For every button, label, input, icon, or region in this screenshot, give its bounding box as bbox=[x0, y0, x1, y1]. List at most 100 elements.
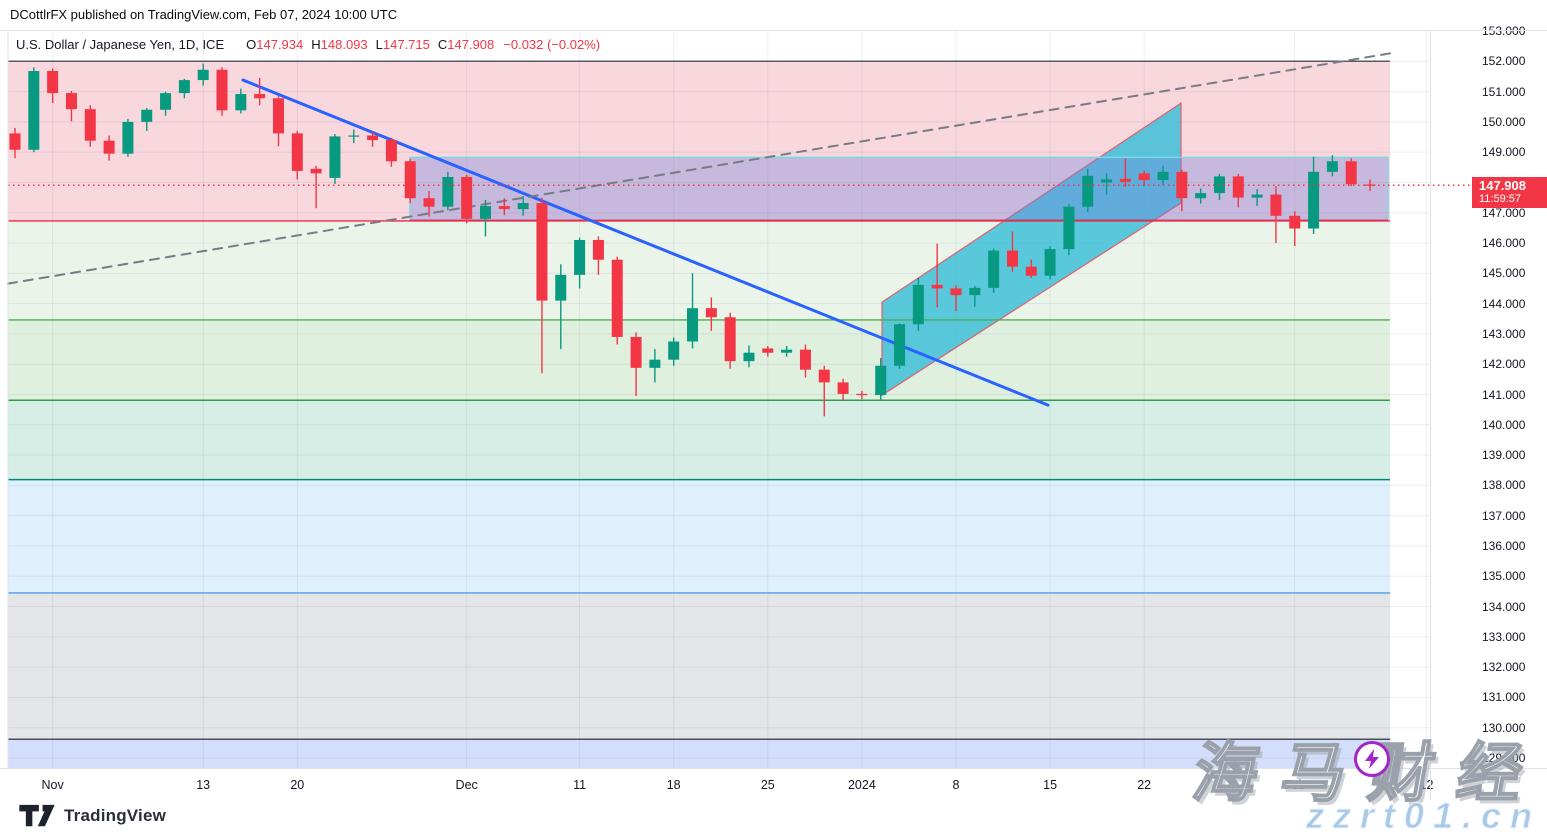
candle-body bbox=[1195, 193, 1207, 199]
candle-body bbox=[480, 206, 491, 219]
candle-body bbox=[574, 240, 586, 275]
candle-body bbox=[1270, 194, 1282, 216]
candle-body bbox=[1176, 171, 1188, 199]
high-value: 148.093 bbox=[320, 37, 368, 52]
price-tick-label: 132.000 bbox=[1482, 660, 1526, 675]
open-label: O bbox=[246, 37, 257, 52]
candle-body bbox=[517, 203, 529, 210]
candle-body bbox=[254, 94, 266, 99]
candle-body bbox=[103, 140, 115, 154]
price-axis[interactable]: 153.000 152.000 151.000 150.000 149.000 147.0… bbox=[1430, 24, 1547, 768]
price-zone bbox=[8, 479, 1390, 593]
time-tick-label: 8 bbox=[952, 778, 960, 792]
chart-legend[interactable]: U.S. Dollar / Japanese Yen, 1D, ICE O147.… bbox=[16, 37, 600, 52]
candle-body bbox=[743, 352, 755, 362]
candle-body bbox=[1157, 171, 1169, 181]
price-tick-label: 142.000 bbox=[1482, 357, 1526, 372]
candle-body bbox=[555, 274, 567, 301]
price-tick-label: 129.000 bbox=[1482, 751, 1526, 765]
low-label: L bbox=[375, 37, 383, 52]
candle-body bbox=[9, 133, 21, 150]
time-tick-label: 12 bbox=[1419, 778, 1434, 792]
candle-body bbox=[781, 349, 793, 353]
lightning-circle-icon bbox=[1354, 741, 1390, 777]
time-tick-label: 13 bbox=[196, 778, 211, 792]
candle-body bbox=[47, 70, 59, 94]
candle-body bbox=[141, 109, 153, 122]
time-tick-label: 15 bbox=[1043, 778, 1058, 792]
current-price-badge: 147.908 11:59:57 bbox=[1472, 176, 1547, 208]
low-value: 147.715 bbox=[382, 37, 430, 52]
time-tick-label: Nov bbox=[41, 778, 64, 792]
candle-body bbox=[1289, 215, 1301, 229]
candle-body bbox=[310, 168, 322, 174]
candle-body bbox=[818, 369, 830, 383]
price-tick-label: 152.000 bbox=[1482, 54, 1526, 69]
candle-body bbox=[1345, 161, 1357, 185]
price-tick-label: 151.000 bbox=[1482, 84, 1526, 99]
time-tick-label: Dec bbox=[455, 778, 478, 792]
tradingview-logo[interactable]: TradingView bbox=[18, 803, 166, 829]
candle-body bbox=[875, 365, 887, 396]
candle-body bbox=[1138, 173, 1150, 181]
price-zone bbox=[8, 220, 1390, 320]
candle-body bbox=[687, 308, 699, 342]
price-zone bbox=[8, 739, 1390, 768]
tradingview-mark-icon bbox=[19, 804, 55, 827]
candle-body bbox=[122, 121, 134, 154]
candle-body bbox=[1326, 161, 1338, 172]
price-tick-label: 133.000 bbox=[1482, 629, 1526, 644]
candle-body bbox=[197, 69, 209, 81]
time-tick-label: 18 bbox=[666, 778, 681, 792]
candle-body bbox=[1364, 184, 1376, 186]
candle-body bbox=[235, 94, 247, 111]
candle-body bbox=[385, 140, 397, 162]
candle-body bbox=[367, 135, 379, 141]
change-value: −0.032 (−0.02%) bbox=[503, 37, 601, 52]
candle-body bbox=[1082, 175, 1094, 207]
price-tick-label: 140.000 bbox=[1482, 417, 1526, 432]
candle-body bbox=[1101, 179, 1113, 183]
candle-body bbox=[950, 288, 962, 296]
candle-body bbox=[1006, 250, 1018, 267]
time-axis[interactable]: Nov 13 20 Dec 11 18 25 2024 8 15 22 Feb 12 bbox=[0, 768, 1547, 801]
attribution-text: DCottlrFX published on TradingView.com, … bbox=[10, 7, 398, 22]
candle-body bbox=[536, 203, 548, 301]
price-tick-label: 145.000 bbox=[1482, 266, 1526, 281]
time-tick-label: 25 bbox=[760, 778, 775, 792]
price-tick-label: 136.000 bbox=[1482, 538, 1526, 553]
current-price-value: 147.908 bbox=[1479, 177, 1526, 193]
candle-body bbox=[216, 69, 228, 111]
time-tick-label: 2024 bbox=[847, 778, 876, 792]
price-tick-label: 135.000 bbox=[1482, 569, 1526, 584]
candle-body bbox=[931, 284, 943, 289]
time-tick-label: Feb bbox=[1283, 778, 1306, 792]
candle-body bbox=[272, 98, 284, 134]
close-value: 147.908 bbox=[447, 37, 495, 52]
candle-body bbox=[1063, 206, 1075, 250]
price-axis-border bbox=[1430, 30, 1431, 800]
price-zone bbox=[8, 592, 1390, 740]
price-tick-label: 137.000 bbox=[1482, 508, 1526, 523]
candle-body bbox=[799, 349, 811, 370]
candle-body bbox=[178, 80, 190, 94]
candle-body bbox=[630, 336, 642, 368]
candle-body bbox=[592, 240, 604, 260]
candle-body bbox=[65, 93, 77, 110]
price-tick-label: 143.000 bbox=[1482, 326, 1526, 341]
candle-body bbox=[442, 177, 454, 207]
candle-body bbox=[988, 250, 1000, 288]
price-zone bbox=[8, 319, 1390, 401]
price-tick-label: 131.000 bbox=[1482, 690, 1526, 705]
candle-body bbox=[84, 109, 96, 141]
price-zone bbox=[8, 400, 1390, 480]
candle-body bbox=[461, 177, 473, 219]
candle-body bbox=[28, 70, 40, 150]
candle-body bbox=[912, 284, 924, 325]
downtrend-trendline bbox=[241, 78, 1050, 407]
candle-body bbox=[856, 393, 868, 396]
candle-body bbox=[894, 324, 906, 366]
candle-body bbox=[404, 161, 416, 199]
